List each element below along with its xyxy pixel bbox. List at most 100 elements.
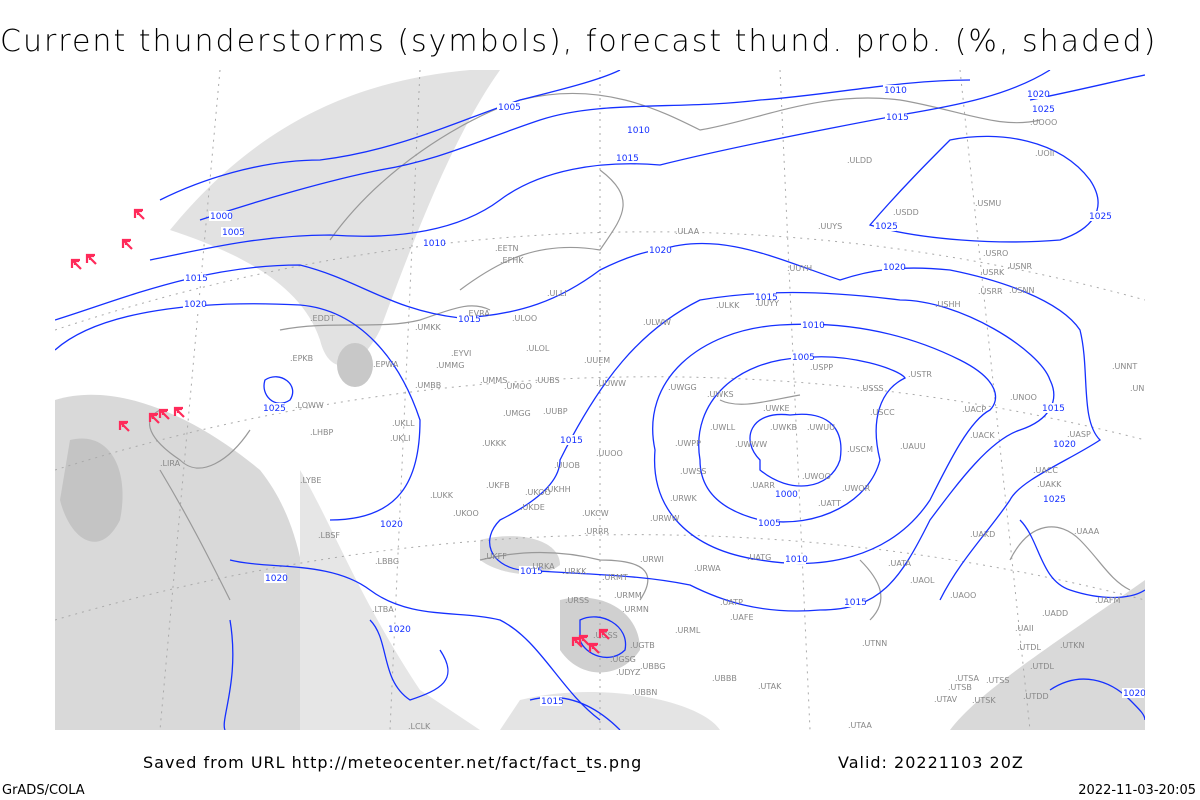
station-label: .UDYZ bbox=[616, 668, 641, 677]
station-label: .UKHH bbox=[545, 485, 571, 494]
isobar-label: 1015 bbox=[458, 315, 481, 325]
software-credit: GrADS/COLA bbox=[2, 783, 85, 798]
station-label: .UATA bbox=[888, 559, 912, 568]
isobar-label: 1015 bbox=[520, 567, 543, 577]
station-label: .UTDL bbox=[1030, 662, 1054, 671]
station-label: .UACC bbox=[1033, 466, 1058, 475]
station-label: .URMM bbox=[614, 591, 642, 600]
station-label: .USHH bbox=[935, 300, 961, 309]
station-label: .UWLL bbox=[710, 423, 736, 432]
isobar-label: 1020 bbox=[388, 625, 411, 635]
station-label: .ULWW bbox=[643, 318, 671, 327]
station-label: .UATT bbox=[818, 499, 841, 508]
station-label: .URML bbox=[675, 626, 701, 635]
shaded-area bbox=[950, 580, 1145, 730]
isobar-label: 1005 bbox=[758, 519, 781, 529]
isobar-1015 bbox=[489, 291, 1055, 612]
station-label: .UTAK bbox=[758, 682, 782, 691]
station-label: .UNNT bbox=[1112, 362, 1137, 371]
shaded-area bbox=[500, 691, 720, 730]
shaded-area bbox=[480, 536, 560, 575]
thunderstorm-symbol-icon bbox=[70, 258, 82, 270]
station-label: .UATP bbox=[720, 598, 743, 607]
isobar-label: 1000 bbox=[210, 212, 233, 222]
station-label: .ULDD bbox=[847, 156, 872, 165]
saved-from-url: Saved from URL http://meteocenter.net/fa… bbox=[143, 753, 643, 772]
station-label: .UTKN bbox=[1060, 641, 1085, 650]
station-label: .USRK bbox=[980, 268, 1005, 277]
thunderstorm-symbol-icon bbox=[598, 628, 610, 640]
station-label: .UUYY bbox=[755, 299, 779, 308]
station-label: .UKLL bbox=[392, 419, 415, 428]
isobar-label: 1020 bbox=[1027, 90, 1050, 100]
station-label: .UKFF bbox=[484, 552, 507, 561]
station-label: .UAII bbox=[1015, 624, 1034, 633]
station-label: .UUEM bbox=[584, 356, 610, 365]
station-label: .UACP bbox=[962, 405, 986, 414]
isobar-label: 1020 bbox=[649, 246, 672, 256]
isobar-label: 1015 bbox=[1042, 404, 1065, 414]
isobar-label: 1020 bbox=[380, 520, 403, 530]
station-label: .EVRA bbox=[466, 309, 490, 318]
station-label: .UUOB bbox=[554, 461, 580, 470]
station-label: .URKK bbox=[562, 567, 587, 576]
station-label: .UKLI bbox=[390, 434, 410, 443]
station-label: .URRR bbox=[584, 527, 610, 536]
isobar-1020c bbox=[229, 559, 601, 721]
station-label: .UATG bbox=[747, 553, 771, 562]
station-label: .EDDT bbox=[310, 314, 335, 323]
isobar-label: 1020 bbox=[184, 300, 207, 310]
isobar-label: 1000 bbox=[775, 490, 798, 500]
station-label: .USPP bbox=[810, 363, 833, 372]
station-label: .UAKD bbox=[970, 530, 995, 539]
station-label: .UKOO bbox=[525, 488, 551, 497]
station-label: .UUBS bbox=[535, 376, 560, 385]
station-label: .UKFB bbox=[486, 481, 510, 490]
station-label: .UWGG bbox=[668, 383, 697, 392]
station-label: .LHBP bbox=[310, 428, 334, 437]
station-label: .UNOO bbox=[1010, 393, 1037, 402]
isobar-1025d bbox=[1019, 519, 1145, 599]
station-label: .URWI bbox=[640, 555, 664, 564]
thunderstorm-symbol-icon bbox=[121, 238, 133, 250]
station-label: .EYVI bbox=[451, 349, 471, 358]
isobar-1025c bbox=[263, 376, 294, 404]
station-label: .UUWW bbox=[596, 379, 626, 388]
station-label: .UTDD bbox=[1023, 692, 1049, 701]
station-label: .UBBG bbox=[640, 662, 665, 671]
station-label: .UACK bbox=[970, 431, 995, 440]
thunderstorm-symbol-icon bbox=[118, 420, 130, 432]
valid-time: Valid: 20221103 20Z bbox=[838, 753, 1024, 772]
station-label: .UUYS bbox=[818, 222, 842, 231]
station-label: .UKOO bbox=[453, 509, 479, 518]
station-label: .USMU bbox=[975, 199, 1001, 208]
station-label: .URMT bbox=[602, 573, 628, 582]
station-label: .UKDE bbox=[520, 503, 545, 512]
isobar-label: 1020 bbox=[265, 574, 288, 584]
station-label: .UAFM bbox=[1095, 596, 1120, 605]
station-label: .UTSB bbox=[948, 683, 972, 692]
isobar-1005 bbox=[698, 356, 906, 523]
station-label: .LUKK bbox=[430, 491, 454, 500]
station-label: .LBSF bbox=[318, 531, 340, 540]
isobar-label: 1005 bbox=[222, 228, 245, 238]
isobar-1025 bbox=[868, 135, 1099, 243]
station-label: .UAKK bbox=[1037, 480, 1062, 489]
station-label: .UWKE bbox=[763, 404, 790, 413]
isobar-label: 1010 bbox=[785, 555, 808, 565]
station-label: .UADD bbox=[1042, 609, 1068, 618]
shaded-area bbox=[337, 343, 373, 387]
station-label: .UGSG bbox=[610, 655, 636, 664]
station-label: .URKA bbox=[530, 562, 555, 571]
station-label: .UOOO bbox=[1030, 118, 1057, 127]
station-label: .UMOO bbox=[504, 382, 532, 391]
station-label: .LYBE bbox=[300, 476, 321, 485]
station-label: .UWKB bbox=[770, 423, 797, 432]
station-label: .UTAA bbox=[848, 721, 872, 730]
station-label: .LBBG bbox=[375, 557, 399, 566]
isobar-label: 1025 bbox=[875, 222, 898, 232]
station-label: .ULOO bbox=[512, 314, 537, 323]
station-label: .ULAA bbox=[675, 227, 700, 236]
isobar-label: 1015 bbox=[541, 697, 564, 707]
station-label: .EPWA bbox=[373, 360, 399, 369]
